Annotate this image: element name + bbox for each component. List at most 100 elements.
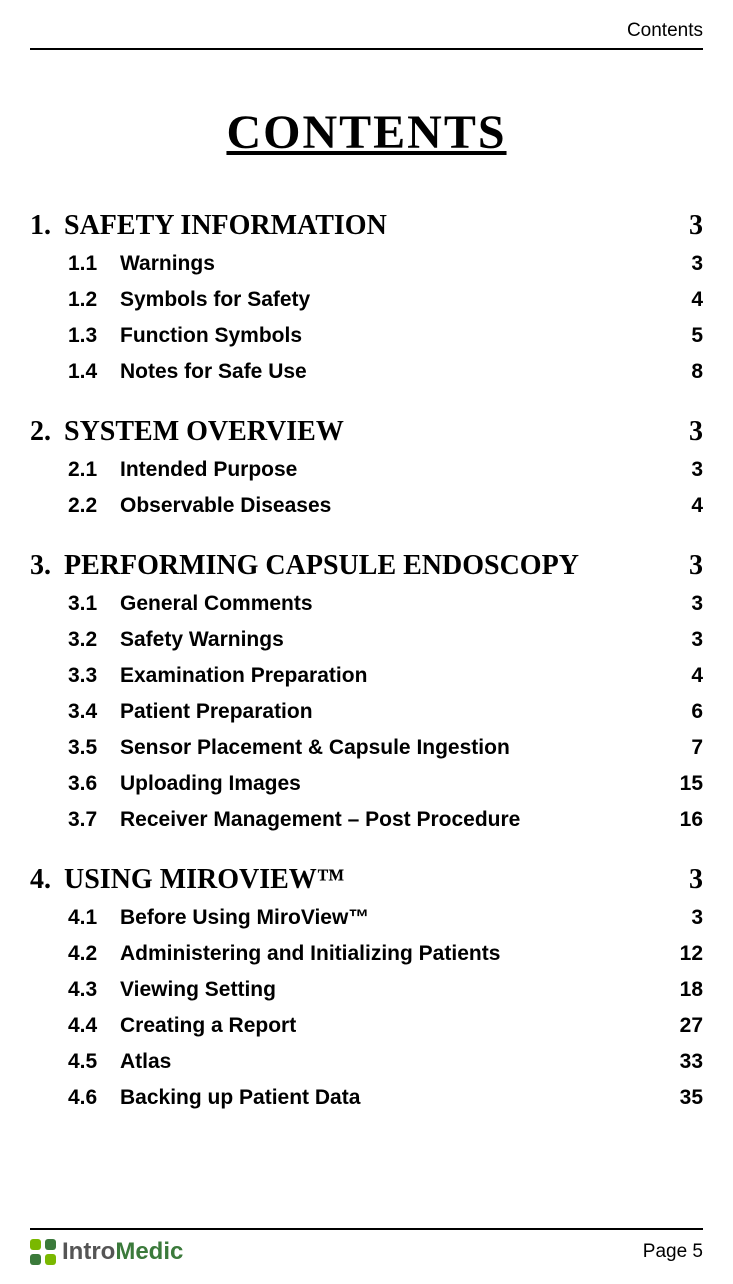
subsection-row: 4.5Atlas33: [30, 1050, 703, 1074]
footer: IntroMedic Page 5: [30, 1228, 703, 1266]
subsection-title: Receiver Management – Post Procedure: [120, 808, 670, 832]
subsection-title: Function Symbols: [120, 324, 681, 348]
page-title: CONTENTS: [30, 105, 703, 160]
subsection-number: 4.2: [68, 942, 120, 966]
section-title: USING MIROVIEW™: [64, 864, 345, 895]
page-number: Page 5: [643, 1241, 703, 1263]
subsection-title: General Comments: [120, 592, 681, 616]
subsection-number: 3.3: [68, 664, 120, 688]
subsection-page: 35: [670, 1086, 703, 1110]
subsection-number: 2.2: [68, 494, 120, 518]
subsection-title: Sensor Placement & Capsule Ingestion: [120, 736, 681, 760]
subsection-number: 4.5: [68, 1050, 120, 1074]
subsection-row: 1.3Function Symbols5: [30, 324, 703, 348]
subsection-page: 15: [670, 772, 703, 796]
subsection-number: 3.2: [68, 628, 120, 652]
section-block: 2. SYSTEM OVERVIEW32.1Intended Purpose32…: [30, 416, 703, 518]
subsection-page: 3: [681, 592, 703, 616]
subsection-row: 2.1Intended Purpose3: [30, 458, 703, 482]
subsection-row: 3.2Safety Warnings3: [30, 628, 703, 652]
section-page: 3: [689, 210, 703, 242]
section-page: 3: [689, 416, 703, 448]
logo-text-1: Intro: [62, 1238, 115, 1266]
section-block: 3. PERFORMING CAPSULE ENDOSCOPY3 3.1Gener…: [30, 550, 703, 832]
subsection-row: 1.4Notes for Safe Use8: [30, 360, 703, 384]
subsection-title: Observable Diseases: [120, 494, 681, 518]
section-heading: 2. SYSTEM OVERVIEW 3: [30, 416, 703, 448]
section-number: 3.: [30, 550, 51, 581]
subsection-page: 12: [670, 942, 703, 966]
subsection-row: 3.3Examination Preparation4: [30, 664, 703, 688]
section-heading: 4. USING MIROVIEW™ 3: [30, 864, 703, 896]
section-title: SAFETY INFORMATION: [64, 210, 387, 241]
subsection-page: 3: [681, 628, 703, 652]
subsection-number: 1.4: [68, 360, 120, 384]
subsection-row: 4.2Administering and Initializing Patien…: [30, 942, 703, 966]
section-block: 1. SAFETY INFORMATION31.1Warnings31.2Sym…: [30, 210, 703, 384]
subsection-row: 3.7Receiver Management – Post Procedure1…: [30, 808, 703, 832]
subsection-row: 3.6Uploading Images15: [30, 772, 703, 796]
subsection-page: 27: [670, 1014, 703, 1038]
section-number: 1.: [30, 210, 51, 241]
subsection-row: 4.1Before Using MiroView™3: [30, 906, 703, 930]
subsection-page: 5: [681, 324, 703, 348]
subsection-page: 4: [681, 664, 703, 688]
subsection-number: 3.5: [68, 736, 120, 760]
subsection-page: 16: [670, 808, 703, 832]
subsection-number: 3.1: [68, 592, 120, 616]
subsection-row: 1.1Warnings3: [30, 252, 703, 276]
subsection-page: 3: [681, 906, 703, 930]
subsection-page: 3: [681, 458, 703, 482]
subsection-number: 4.6: [68, 1086, 120, 1110]
subsection-number: 4.3: [68, 978, 120, 1002]
subsection-row: 3.5Sensor Placement & Capsule Ingestion7: [30, 736, 703, 760]
subsection-number: 3.7: [68, 808, 120, 832]
subsection-row: 1.2Symbols for Safety4: [30, 288, 703, 312]
subsection-title: Creating a Report: [120, 1014, 670, 1038]
subsection-number: 4.1: [68, 906, 120, 930]
subsection-page: 4: [681, 494, 703, 518]
subsection-title: Uploading Images: [120, 772, 670, 796]
section-number: 2.: [30, 416, 51, 447]
subsection-title: Backing up Patient Data: [120, 1086, 670, 1110]
subsection-title: Atlas: [120, 1050, 670, 1074]
subsection-row: 4.3Viewing Setting18: [30, 978, 703, 1002]
subsection-number: 1.2: [68, 288, 120, 312]
subsection-title: Administering and Initializing Patients: [120, 942, 670, 966]
section-page: 3: [689, 550, 703, 582]
subsection-number: 3.4: [68, 700, 120, 724]
subsection-number: 4.4: [68, 1014, 120, 1038]
subsection-page: 4: [681, 288, 703, 312]
table-of-contents: 1. SAFETY INFORMATION31.1Warnings31.2Sym…: [30, 210, 703, 1110]
subsection-page: 6: [681, 700, 703, 724]
subsection-title: Warnings: [120, 252, 681, 276]
subsection-row: 3.1General Comments3: [30, 592, 703, 616]
subsection-title: Patient Preparation: [120, 700, 681, 724]
subsection-title: Viewing Setting: [120, 978, 670, 1002]
subsection-row: 3.4Patient Preparation6: [30, 700, 703, 724]
subsection-number: 1.1: [68, 252, 120, 276]
section-title: SYSTEM OVERVIEW: [64, 416, 344, 447]
subsection-row: 4.6Backing up Patient Data35: [30, 1086, 703, 1110]
subsection-row: 4.4Creating a Report27: [30, 1014, 703, 1038]
subsection-page: 8: [681, 360, 703, 384]
subsection-title: Before Using MiroView™: [120, 906, 681, 930]
section-number: 4.: [30, 864, 51, 895]
section-page: 3: [689, 864, 703, 896]
subsection-title: Examination Preparation: [120, 664, 681, 688]
logo-text-2: Medic: [115, 1238, 183, 1266]
subsection-number: 3.6: [68, 772, 120, 796]
subsection-number: 1.3: [68, 324, 120, 348]
subsection-title: Intended Purpose: [120, 458, 681, 482]
subsection-number: 2.1: [68, 458, 120, 482]
section-heading: 3. PERFORMING CAPSULE ENDOSCOPY3: [30, 550, 703, 582]
subsection-page: 33: [670, 1050, 703, 1074]
section-block: 4. USING MIROVIEW™34.1Before Using MiroV…: [30, 864, 703, 1110]
subsection-title: Safety Warnings: [120, 628, 681, 652]
section-heading: 1. SAFETY INFORMATION 3: [30, 210, 703, 242]
logo-icon: [30, 1239, 56, 1265]
logo: IntroMedic: [30, 1238, 183, 1266]
subsection-title: Symbols for Safety: [120, 288, 681, 312]
subsection-page: 3: [681, 252, 703, 276]
header-label: Contents: [30, 20, 703, 50]
